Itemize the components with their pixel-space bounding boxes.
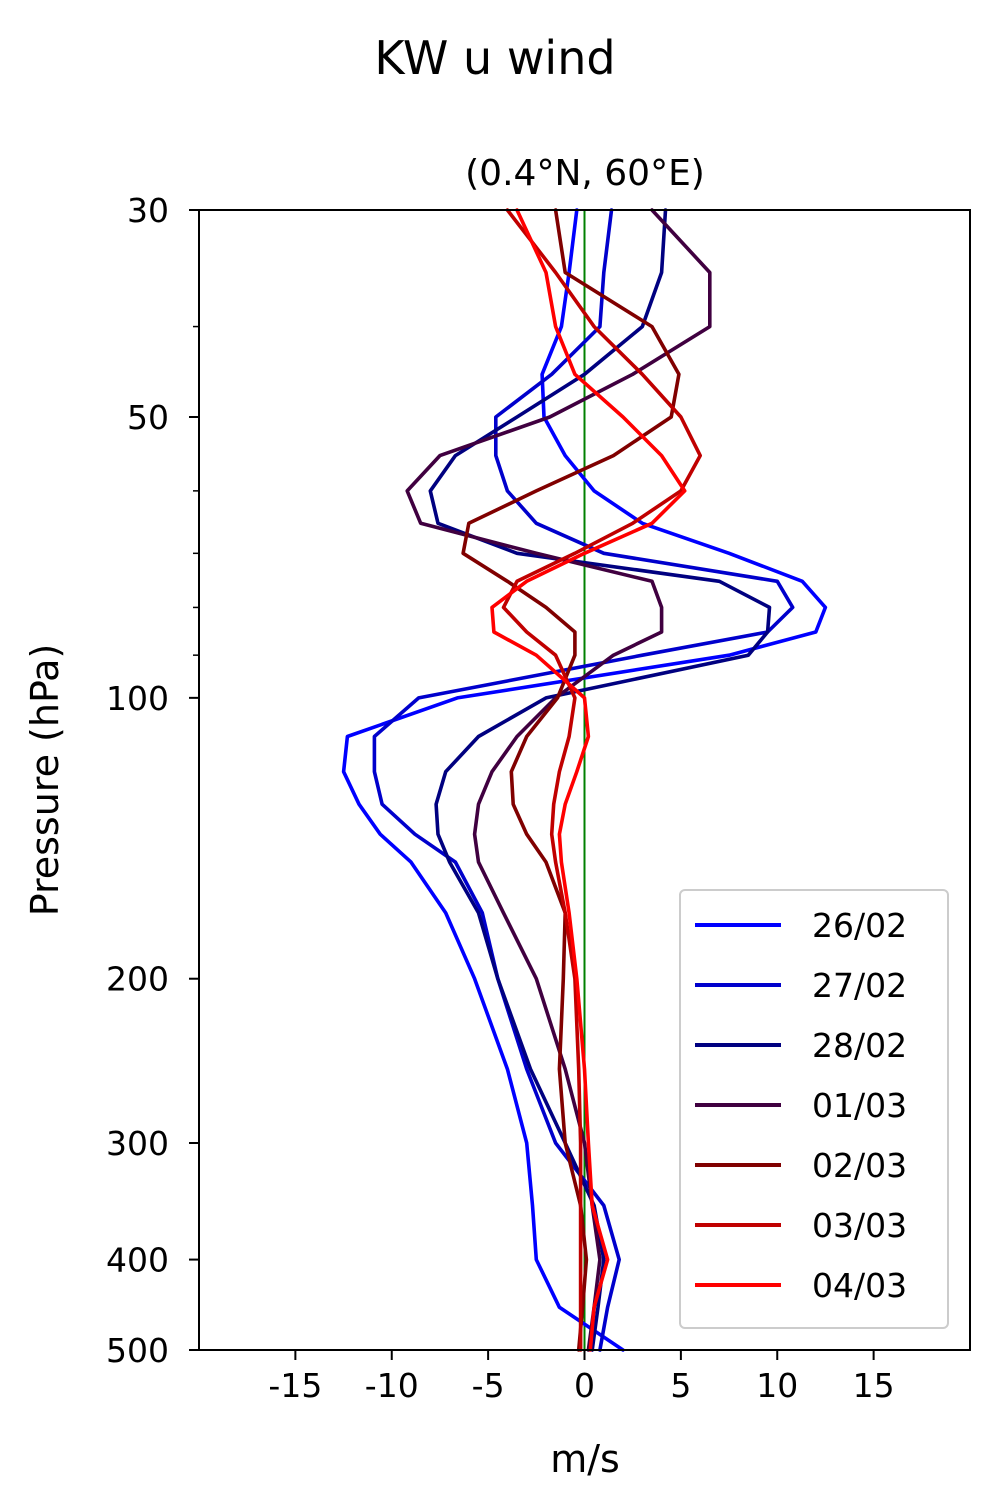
x-tick-label: 5: [670, 1366, 691, 1405]
legend-entry-label: 27/02: [812, 966, 907, 1005]
legend-box: [679, 889, 949, 1329]
x-tick-label: -5: [472, 1366, 505, 1405]
x-tick-label: 0: [574, 1366, 595, 1405]
legend-entry-label: 02/03: [812, 1146, 907, 1185]
y-tick-label: 50: [127, 398, 169, 437]
series-line-3: [428, 208, 772, 1352]
legend-entry-label: 26/02: [812, 906, 907, 945]
y-tick-label: 500: [106, 1331, 169, 1370]
legend-entry-label: 04/03: [812, 1266, 907, 1305]
plot-area: -15 -10 -5 0 5 10 15 30 50 100 200 300 400 500: [106, 191, 971, 1405]
legend-entry-label: 01/03: [812, 1086, 907, 1125]
legend-entry-label: 28/02: [812, 1026, 907, 1065]
y-tick-label: 400: [106, 1241, 169, 1280]
legend-entry-label: 03/03: [812, 1206, 907, 1245]
chart-subtitle: (0.4°N, 60°E): [465, 153, 705, 194]
y-tick-label: 100: [106, 679, 169, 718]
y-tick-label: 200: [106, 960, 169, 999]
chart-title: KW u wind: [374, 31, 615, 85]
x-tick-label: -10: [365, 1366, 419, 1405]
x-tick-label: -15: [268, 1366, 322, 1405]
legend: 26/02 27/02 28/02 01/03 02/03 03/03 04/03: [679, 889, 949, 1329]
series-line-6: [501, 208, 702, 1352]
x-axis-label: m/s: [550, 1437, 620, 1481]
y-tick-label: 30: [127, 191, 169, 230]
x-tick-label: 10: [756, 1366, 798, 1405]
y-axis-label: Pressure (hPa): [23, 644, 67, 917]
series-line-7: [490, 208, 687, 1352]
x-tick-label: 15: [853, 1366, 895, 1405]
series-line-1: [341, 208, 828, 1352]
y-tick-label: 300: [106, 1124, 169, 1163]
series-line-5: [461, 208, 681, 1352]
